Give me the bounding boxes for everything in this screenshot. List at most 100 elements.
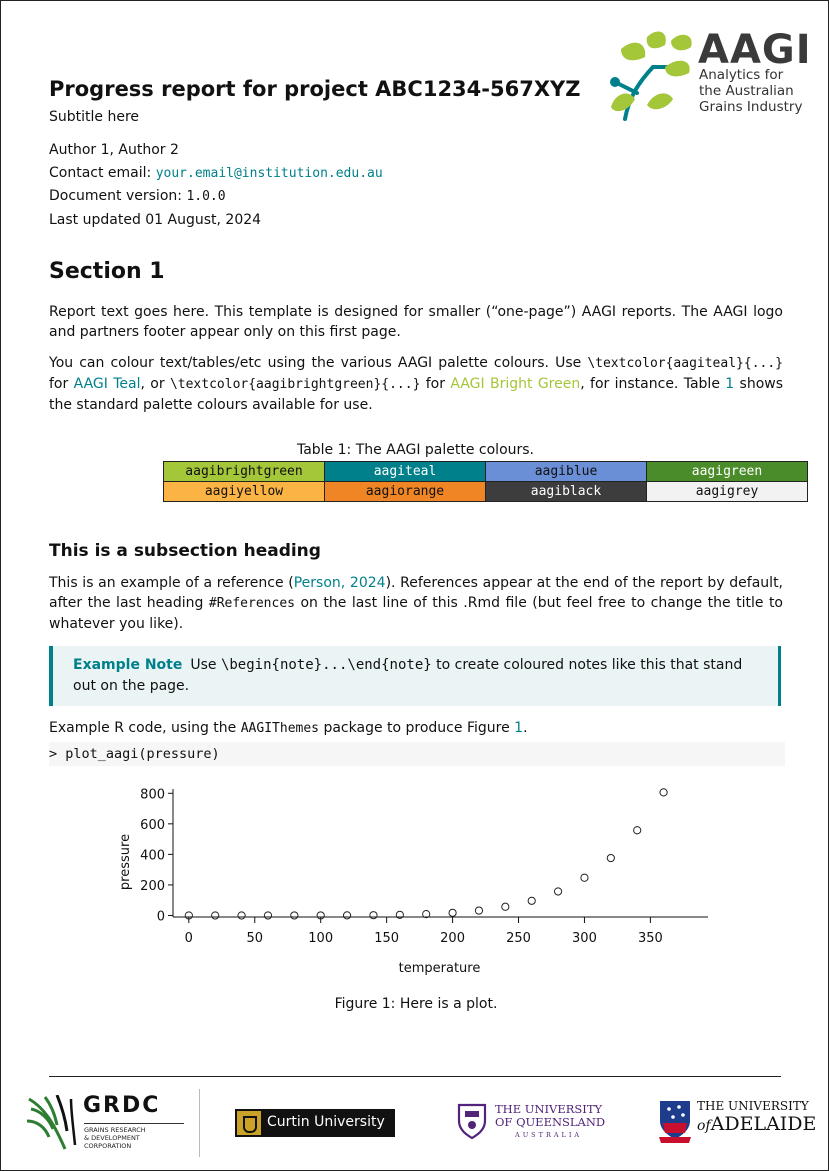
data-point xyxy=(290,911,299,920)
uq-line-1: THE UNIVERSITY xyxy=(495,1102,603,1116)
adelaide-of: of xyxy=(697,1118,711,1134)
figure-ref-link[interactable]: 1 xyxy=(514,720,524,736)
palette-row: aagiyellow aagiorange aagiblack aagigrey xyxy=(163,481,808,502)
palette-cell-aagigrey: aagigrey xyxy=(646,481,808,502)
x-tick-label: 250 xyxy=(506,931,531,946)
data-point xyxy=(316,911,325,920)
section-1-heading: Section 1 xyxy=(49,259,165,284)
textcolor-green-code: \textcolor{aagibrightgreen}{...} xyxy=(169,377,421,392)
code-block: > plot_aagi(pressure) xyxy=(49,742,785,766)
report-title: Progress report for project ABC1234-567X… xyxy=(49,77,581,101)
x-tick-label: 50 xyxy=(246,931,263,946)
aagi-bright-green-sample: AAGI Bright Green xyxy=(450,376,581,392)
data-point xyxy=(395,910,404,919)
x-tick-label: 200 xyxy=(440,931,465,946)
x-tick-label: 350 xyxy=(638,931,663,946)
data-point xyxy=(263,911,273,920)
example-note-box: Example Note Use \begin{note}...\end{note… xyxy=(49,646,781,706)
x-tick-label: 150 xyxy=(374,931,399,946)
subsection-heading: This is a subsection heading xyxy=(49,541,321,561)
note-code: \begin{note}...\end{note} xyxy=(220,657,432,673)
note-text: Example Note Use \begin{note}...\end{note… xyxy=(73,657,743,694)
table-ref-link[interactable]: 1 xyxy=(725,376,735,392)
tagline-line-2: the Australian xyxy=(699,83,794,99)
curtin-wordmark: Curtin University xyxy=(267,1114,385,1130)
adelaide-crest-icon xyxy=(659,1101,691,1143)
x-axis-label: temperature xyxy=(399,961,481,976)
palette-cell-aagiorange: aagiorange xyxy=(324,481,486,502)
section-1-paragraph-2: You can colour text/tables/etc using the… xyxy=(49,355,784,413)
data-point xyxy=(184,911,193,920)
footer-divider xyxy=(199,1089,200,1157)
figure-caption: Figure 1: Here is a plot. xyxy=(334,996,498,1012)
pressure-scatter-plot: 0 200 400 600 800 0 50 100 150 200 250 300 350 temper… xyxy=(118,787,708,976)
y-tick-label: 0 xyxy=(157,909,165,924)
x-tick-label: 300 xyxy=(572,931,597,946)
table-caption: Table 1: The AAGI palette colours. xyxy=(296,442,535,458)
uq-crest-icon xyxy=(457,1103,487,1139)
data-point xyxy=(580,873,589,882)
wheat-icon xyxy=(26,1095,77,1150)
aagi-teal-sample: AAGI Teal xyxy=(73,376,141,392)
palette-table: aagibrightgreen aagiteal aagiblue aagigreen… xyxy=(163,461,808,502)
data-point xyxy=(527,896,536,905)
data-point xyxy=(211,911,220,920)
report-meta: Author 1, Author 2 Contact email: your.e… xyxy=(49,139,383,231)
palette-cell-aagiblack: aagiblack xyxy=(485,481,647,502)
contact-line: Contact email: your.email@institution.ed… xyxy=(49,162,383,186)
adelaide-line-1: THE UNIVERSITY xyxy=(697,1099,809,1113)
palette-cell-aagiyellow: aagiyellow xyxy=(163,481,325,502)
adelaide-line-2: ofADELAIDE xyxy=(697,1113,816,1135)
uq-wordmark: THE UNIVERSITY OF QUEENSLAND AUSTRALIA xyxy=(495,1103,605,1142)
authors: Author 1, Author 2 xyxy=(49,142,179,158)
version-value: 1.0.0 xyxy=(186,189,226,204)
palette-cell-aagibrightgreen: aagibrightgreen xyxy=(163,461,325,482)
grdc-sub-1: GRAINS RESEARCH xyxy=(84,1126,146,1134)
tagline-line-3: Grains Industry xyxy=(699,99,803,115)
reference-link[interactable]: Person, 2024 xyxy=(293,575,386,591)
y-axis-label: pressure xyxy=(118,834,133,890)
grdc-wordmark: GRDC xyxy=(83,1093,161,1118)
curtin-crest-icon xyxy=(237,1111,261,1135)
version-line: Document version: 1.0.0 xyxy=(49,185,383,209)
y-tick-label: 400 xyxy=(140,848,165,863)
uq-line-3: AUSTRALIA xyxy=(515,1131,583,1139)
x-tick-label: 0 xyxy=(185,931,193,946)
palette-cell-aagigreen: aagigreen xyxy=(646,461,808,482)
report-subtitle: Subtitle here xyxy=(49,109,140,125)
textcolor-teal-code: \textcolor{aagiteal}{...} xyxy=(587,356,783,371)
uq-logo: THE UNIVERSITY OF QUEENSLAND AUSTRALIA xyxy=(457,1103,607,1143)
grdc-subtitle: GRAINS RESEARCH & DEVELOPMENT CORPORATIO… xyxy=(84,1123,184,1150)
aagi-leaf-icon xyxy=(610,31,692,121)
palette-cell-aagiblue: aagiblue xyxy=(485,461,647,482)
palette-cell-aagiteal: aagiteal xyxy=(324,461,486,482)
data-point xyxy=(659,788,668,797)
data-point xyxy=(606,853,615,863)
references-heading-code: #References xyxy=(208,596,295,611)
last-updated: Last updated 01 August, 2024 xyxy=(49,211,262,228)
data-point xyxy=(422,910,431,919)
uq-line-2: OF QUEENSLAND xyxy=(495,1115,606,1129)
data-point xyxy=(237,911,246,920)
adelaide-name: ADELAIDE xyxy=(710,1113,817,1135)
grdc-logo: GRDC GRAINS RESEARCH & DEVELOPMENT CORPO… xyxy=(25,1093,184,1155)
data-point xyxy=(553,887,563,896)
data-point xyxy=(342,911,352,920)
grdc-sub-3: CORPORATION xyxy=(84,1142,132,1150)
data-point xyxy=(369,911,378,920)
contact-label: Contact email: xyxy=(49,164,152,181)
package-name: AAGIThemes xyxy=(240,721,320,736)
aagi-logo: AAGI Analytics for the Australian Grains… xyxy=(607,27,811,127)
tagline-line-1: Analytics for xyxy=(699,67,784,83)
aagi-wordmark: AAGI xyxy=(698,27,812,73)
data-point xyxy=(474,906,484,915)
note-title: Example Note xyxy=(73,657,183,673)
x-tick-label: 100 xyxy=(308,931,333,946)
contact-email-link[interactable]: your.email@institution.edu.au xyxy=(155,165,383,181)
data-point xyxy=(501,902,510,911)
plot-layer: 0 200 400 600 800 0 50 100 150 200 250 300 350 temper… xyxy=(118,787,708,976)
curtin-logo: Curtin University xyxy=(235,1109,395,1137)
code-intro: Example R code, using the AAGIThemes pac… xyxy=(49,720,528,736)
subsection-paragraph: This is an example of a reference (Perso… xyxy=(49,575,784,632)
